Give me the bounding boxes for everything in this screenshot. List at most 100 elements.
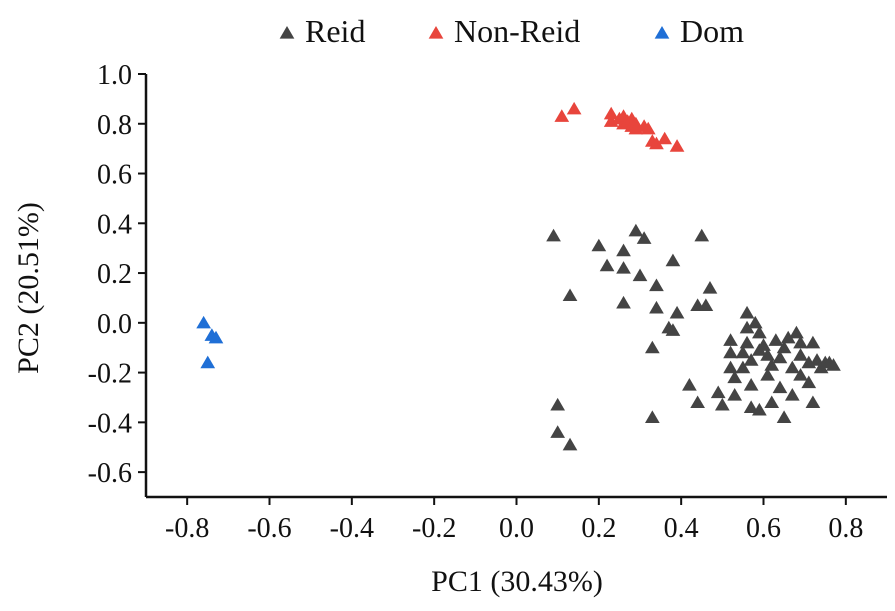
point-reid <box>632 268 648 282</box>
point-non-reid <box>554 109 570 122</box>
x-tick-label: 0.0 <box>499 513 534 544</box>
point-reid <box>752 402 767 416</box>
x-tick-label: -0.4 <box>330 513 374 544</box>
point-reid <box>723 345 738 359</box>
point-reid <box>682 378 697 391</box>
point-reid <box>772 350 788 364</box>
point-reid <box>760 368 775 381</box>
legend-label-dom: Dom <box>680 13 744 49</box>
y-tick-label: 0.2 <box>97 259 132 290</box>
point-reid <box>789 325 804 339</box>
point-reid <box>550 425 566 438</box>
point-reid <box>562 437 578 451</box>
point-reid <box>784 387 800 401</box>
point-reid <box>743 353 759 366</box>
point-reid <box>665 323 681 336</box>
point-reid <box>645 410 660 423</box>
point-reid <box>616 261 631 274</box>
point-reid <box>764 395 780 409</box>
point-reid <box>591 238 607 252</box>
point-reid <box>599 258 615 272</box>
point-dom <box>208 330 224 344</box>
point-reid <box>801 375 817 389</box>
point-reid <box>735 360 751 374</box>
y-tick-label: 1.0 <box>97 60 132 91</box>
point-reid <box>727 387 743 401</box>
point-reid <box>616 295 631 309</box>
point-non-reid <box>649 136 664 150</box>
y-tick-label: -0.6 <box>88 458 132 489</box>
point-reid <box>723 360 738 374</box>
point-reid <box>793 335 808 349</box>
point-reid <box>665 253 681 267</box>
point-reid <box>649 278 664 292</box>
point-reid <box>747 315 763 329</box>
x-tick-label: 0.8 <box>828 513 863 544</box>
data-points <box>196 101 841 451</box>
legend-marker-reid <box>279 26 295 39</box>
point-reid <box>702 280 718 294</box>
point-reid <box>723 333 738 346</box>
point-reid <box>756 338 771 351</box>
point-reid <box>793 348 808 361</box>
point-dom <box>196 315 211 329</box>
point-reid <box>562 288 578 302</box>
point-reid <box>780 330 796 344</box>
legend-label-non-reid: Non-Reid <box>454 13 580 49</box>
point-reid <box>645 340 660 354</box>
point-reid <box>739 335 755 349</box>
y-tick-label: 0.4 <box>97 209 132 240</box>
x-tick-label: 0.6 <box>746 513 781 544</box>
point-non-reid <box>640 121 656 135</box>
axes: -0.8 -0.6 -0.4 -0.2 0.0 0.2 0.4 0.6 0.8 1.0 0.8 0.6… <box>88 60 887 544</box>
point-reid <box>784 360 800 374</box>
point-reid <box>669 305 685 319</box>
y-tick-label: 0.6 <box>97 160 132 191</box>
x-tick-label: -0.2 <box>412 513 456 544</box>
y-tick-label: 0.0 <box>97 309 132 340</box>
point-reid <box>690 395 705 409</box>
point-reid <box>776 340 792 354</box>
legend-marker-dom <box>654 26 670 39</box>
x-tick-label: -0.6 <box>247 513 291 544</box>
point-non-reid <box>566 101 582 115</box>
point-reid <box>636 231 652 244</box>
point-reid <box>768 333 784 346</box>
point-reid <box>764 358 780 371</box>
point-reid <box>776 410 792 423</box>
x-tick-label: 0.4 <box>664 513 699 544</box>
point-non-reid <box>603 106 619 120</box>
point-reid <box>760 348 775 361</box>
y-tick-label: -0.4 <box>88 408 132 439</box>
y-tick-label: -0.2 <box>88 359 132 390</box>
legend-marker-non-reid <box>428 26 444 39</box>
point-reid <box>550 397 566 411</box>
point-reid <box>727 370 743 384</box>
point-reid <box>743 400 759 414</box>
point-reid <box>628 223 644 237</box>
point-reid <box>805 335 821 349</box>
point-non-reid <box>657 131 673 145</box>
point-dom <box>200 355 216 369</box>
legend-label-reid: Reid <box>305 13 365 49</box>
point-reid <box>649 300 664 314</box>
x-tick-label: 0.2 <box>581 513 616 544</box>
point-reid <box>546 228 561 242</box>
point-reid <box>739 320 755 334</box>
point-reid <box>735 345 751 359</box>
point-non-reid <box>669 139 685 152</box>
point-reid <box>743 378 759 391</box>
point-reid <box>772 380 788 394</box>
point-reid <box>752 325 767 339</box>
point-reid <box>616 243 631 257</box>
point-reid <box>805 395 821 409</box>
point-reid <box>739 305 755 319</box>
legend: Reid Non-Reid Dom <box>279 13 744 49</box>
point-reid <box>714 397 730 411</box>
y-axis-title: PC2 (20.51%) <box>12 202 45 374</box>
x-tick-label: -0.8 <box>165 513 209 544</box>
point-reid <box>710 385 726 399</box>
y-tick-label: 0.8 <box>97 110 132 141</box>
point-reid <box>793 368 808 381</box>
